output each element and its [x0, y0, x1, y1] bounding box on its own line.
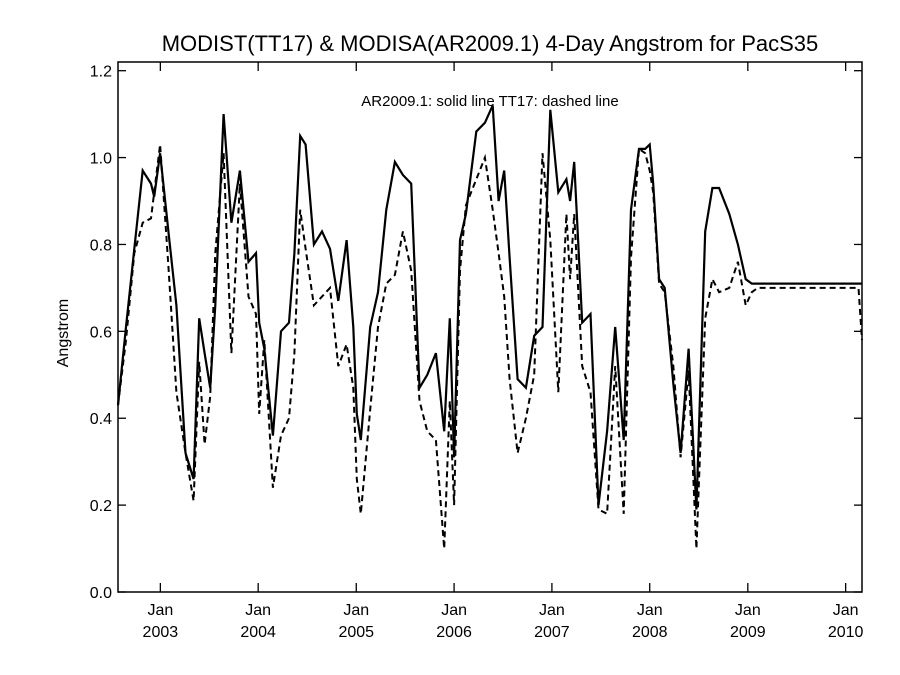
y-tick-label: 1.0 [90, 151, 112, 168]
x-tick-label-month: Jan [245, 602, 271, 619]
x-tick-label-year: 2003 [143, 624, 179, 641]
x-tick-label-month: Jan [539, 602, 565, 619]
y-axis-label: Angstrom [55, 299, 72, 367]
axes-layer: 0.0 0.2 0.4 0.6 0.8 1.0 1.2 Jan 2003 Jan 2004 Jan 20… [90, 61, 864, 641]
x-tick-label-year: 2008 [632, 624, 668, 641]
y-tick-label: 0.2 [90, 498, 112, 515]
y-tick-label: 0.8 [90, 237, 112, 254]
y-tick-label: 0.0 [90, 585, 112, 602]
x-tick-label-year: 2005 [338, 624, 374, 641]
legend-annotation: AR2009.1: solid line TT17: dashed line [361, 93, 618, 110]
chart-title: MODIST(TT17) & MODISA(AR2009.1) 4-Day An… [162, 31, 819, 56]
series-line-tt17 [117, 144, 863, 549]
y-tick-label: 1.2 [90, 64, 112, 81]
y-tick-label: 0.4 [90, 411, 112, 428]
x-tick-label-month: Jan [147, 602, 173, 619]
series-layer [116, 104, 863, 549]
plot-frame [117, 61, 863, 593]
x-tick-label-month: Jan [637, 602, 663, 619]
series-line-ar2009-1 [116, 104, 862, 510]
x-tick-label-year: 2006 [436, 624, 472, 641]
x-tick-label-year: 2010 [828, 624, 864, 641]
x-tick-label-month: Jan [833, 602, 859, 619]
x-tick-label-month: Jan [441, 602, 467, 619]
x-tick-label-year: 2007 [534, 624, 570, 641]
x-tick-label-month: Jan [735, 602, 761, 619]
x-tick-label-month: Jan [343, 602, 369, 619]
x-tick-label-year: 2009 [730, 624, 766, 641]
y-tick-label: 0.6 [90, 324, 112, 341]
x-tick-label-year: 2004 [240, 624, 276, 641]
